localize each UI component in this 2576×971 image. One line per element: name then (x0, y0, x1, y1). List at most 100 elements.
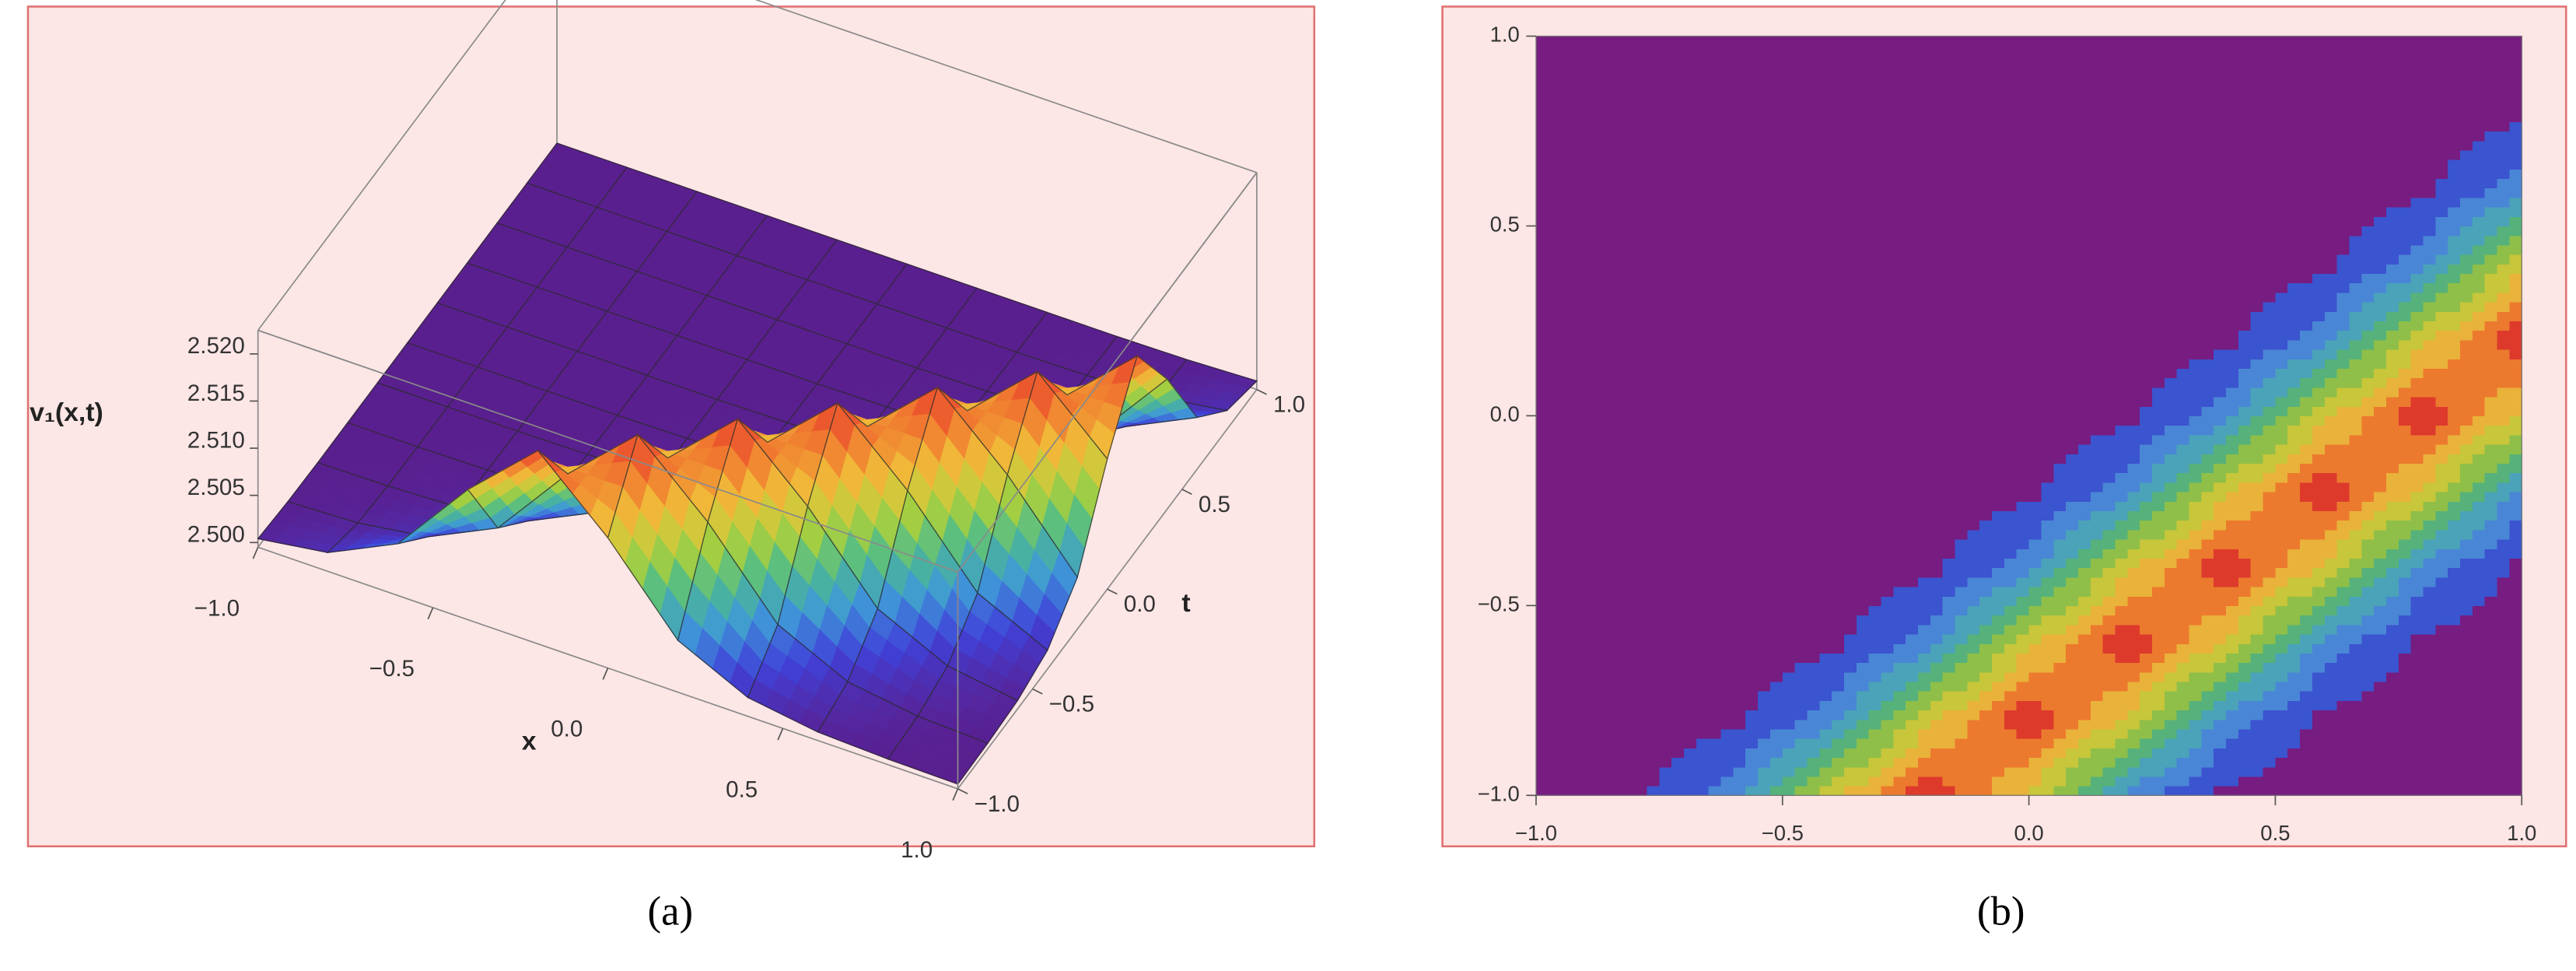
contour-cell (1745, 454, 1758, 464)
contour-cell (2460, 454, 2473, 464)
contour-cell (1979, 530, 1992, 540)
contour-cell (1893, 700, 1906, 710)
contour-cell (1943, 492, 1955, 502)
contour-cell (1844, 776, 1857, 787)
contour-cell (1930, 501, 1943, 511)
contour-cell (2374, 700, 2386, 710)
contour-cell (1635, 426, 1647, 436)
contour-cell (2448, 539, 2460, 549)
contour-cell (1881, 444, 1893, 454)
contour-cell (1770, 501, 1783, 511)
contour-cell (2115, 473, 2127, 483)
contour-cell (2386, 720, 2399, 730)
contour-cell (1807, 426, 1819, 436)
contour-cell (1696, 521, 1709, 531)
contour-cell (2485, 435, 2497, 445)
contour-cell (2091, 521, 2103, 531)
contour-cell (2497, 643, 2510, 654)
contour-cell (1573, 682, 1585, 692)
contour-cell (1844, 463, 1857, 473)
contour-cell (2386, 786, 2399, 796)
contour-cell (2177, 482, 2189, 493)
contour-cell (1721, 634, 1734, 644)
contour-cell (2497, 530, 2510, 540)
contour-cell (2460, 738, 2473, 748)
contour-cell (1893, 558, 1906, 568)
contour-cell (2066, 510, 2078, 521)
contour-cell (1832, 587, 1844, 597)
contour-cell (2300, 596, 2312, 606)
contour-cell (2103, 634, 2116, 644)
contour-cell (1955, 454, 1968, 464)
contour-cell (1918, 415, 1930, 426)
contour-cell (1807, 748, 1819, 758)
contour-cell (1906, 521, 1918, 531)
contour-cell (2078, 625, 2091, 635)
contour-cell (2017, 748, 2029, 758)
contour-cell (2337, 558, 2350, 568)
contour-cell (1857, 568, 1869, 578)
contour-cell (2287, 539, 2300, 549)
contour-cell (1598, 776, 1610, 787)
contour-cell (2189, 682, 2202, 692)
contour-cell (2325, 577, 2337, 587)
contour-cell (2300, 577, 2312, 587)
contour-cell (1585, 776, 1598, 787)
contour-cell (1733, 577, 1745, 587)
contour-cell (1881, 501, 1893, 511)
contour-cell (1745, 558, 1758, 568)
contour-cell (1881, 568, 1893, 578)
contour-cell (2287, 615, 2300, 626)
contour-cell (2435, 720, 2448, 730)
contour-cell (1598, 444, 1610, 454)
contour-cell (1979, 549, 1992, 559)
contour-cell (1943, 729, 1955, 739)
contour-cell (1770, 682, 1783, 692)
contour-cell (2115, 748, 2127, 758)
contour-cell (1709, 415, 1721, 426)
contour-cell (2386, 634, 2399, 644)
contour-cell (1561, 530, 1573, 540)
contour-cell (2214, 415, 2226, 426)
contour-cell (2226, 492, 2238, 502)
contour-cell (1671, 757, 1684, 767)
contour-cell (1733, 663, 1745, 673)
contour-cell (2435, 625, 2448, 635)
contour-cell (1598, 634, 1610, 644)
contour-cell (2312, 558, 2325, 568)
contour-cell (1832, 605, 1844, 615)
contour-cell (1881, 415, 1893, 426)
contour-cell (1869, 426, 1881, 436)
contour-cell (2411, 510, 2424, 521)
contour-cell (2017, 454, 2029, 464)
contour-cell (1745, 720, 1758, 730)
contour-cell (1869, 700, 1881, 710)
contour-cell (2263, 710, 2276, 720)
contour-cell (2004, 700, 2017, 710)
contour-cell (2312, 700, 2325, 710)
contour-cell (2300, 473, 2312, 483)
contour-cell (2103, 663, 2116, 673)
contour-cell (2226, 568, 2238, 578)
contour-cell (2448, 492, 2460, 502)
contour-cell (1992, 720, 2004, 730)
contour-cell (2238, 577, 2251, 587)
contour-cell (2325, 444, 2337, 454)
contour-cell (1979, 568, 1992, 578)
contour-cell (1943, 720, 1955, 730)
contour-cell (1549, 558, 1561, 568)
contour-cell (2201, 454, 2214, 464)
contour-cell (1610, 492, 1622, 502)
contour-cell (2127, 682, 2140, 692)
contour-cell (1659, 568, 1671, 578)
contour-cell (2078, 729, 2091, 739)
contour-cell (2423, 473, 2435, 483)
contour-cell (2226, 444, 2238, 454)
contour-cell (2017, 492, 2029, 502)
contour-cell (1857, 663, 1869, 673)
contour-cell (1906, 415, 1918, 426)
contour-cell (2066, 539, 2078, 549)
contour-cell (1783, 539, 1795, 549)
contour-cell (2337, 625, 2350, 635)
contour-cell (1549, 359, 1561, 369)
